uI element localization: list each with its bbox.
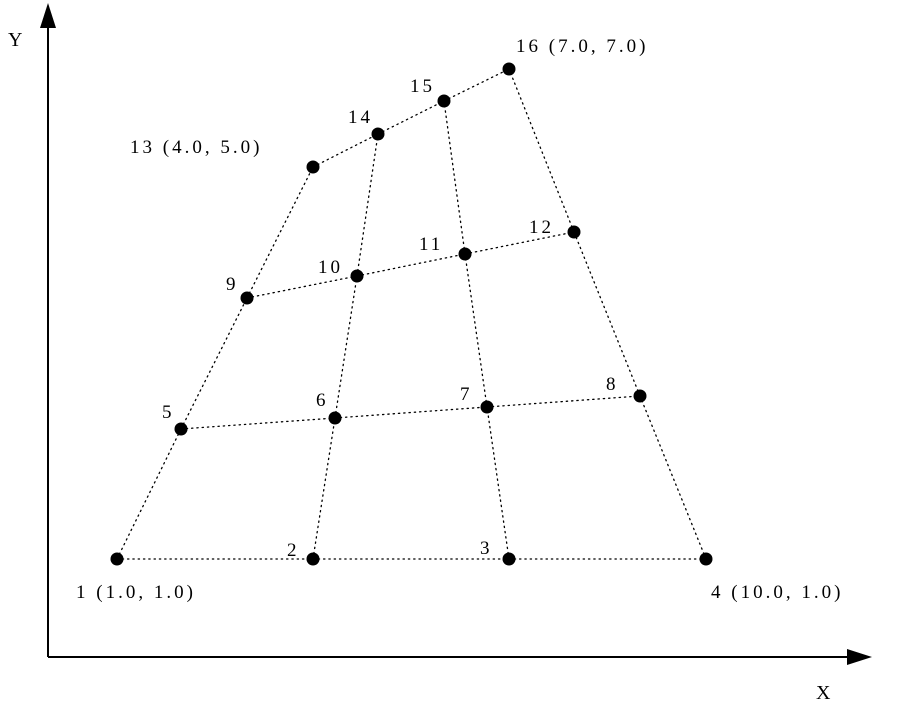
row-3-segment-9-10 [246, 275, 358, 299]
column-2-segment-2-6 [312, 417, 336, 560]
node-label-12: 12 [529, 217, 554, 238]
row-4-segment-13-14 [312, 133, 379, 168]
node-4 [699, 552, 713, 566]
node-15 [437, 94, 451, 108]
row-3-segment-10-11 [356, 253, 466, 277]
node-9 [240, 291, 254, 305]
node-label-16: 16 (7.0, 7.0) [516, 36, 648, 57]
node-label-6: 6 [316, 390, 329, 411]
column-4-segment-4-8 [639, 395, 707, 560]
node-8 [633, 389, 647, 403]
y-axis-arrowhead [40, 3, 56, 28]
node-label-2: 2 [287, 540, 300, 561]
node-label-3: 3 [480, 538, 493, 559]
node-label-9: 9 [226, 274, 239, 295]
node-3 [502, 552, 516, 566]
column-1-segment-5-9 [180, 297, 248, 430]
y-axis-label: Y [8, 29, 22, 51]
node-6 [328, 411, 342, 425]
mesh-nodes [110, 62, 713, 566]
column-3-segment-3-7 [486, 406, 510, 560]
mesh-labels: 1 (1.0, 1.0) 2 3 4 (10.0, 1.0) 5 6 7 8 9 10 11 12 13… [76, 36, 843, 603]
x-axis-label: X [816, 682, 831, 704]
node-12 [567, 225, 581, 239]
column-3-segment-7-11 [464, 253, 488, 408]
node-14 [371, 127, 385, 141]
node-16 [502, 62, 516, 76]
node-label-14: 14 [348, 107, 373, 128]
column-2-segment-10-14 [356, 133, 379, 277]
column-4-segment-8-12 [573, 231, 641, 397]
column-1-segment-1-5 [116, 428, 182, 560]
node-label-13: 13 (4.0, 5.0) [130, 137, 262, 158]
node-label-1: 1 (1.0, 1.0) [76, 582, 196, 603]
node-1 [110, 552, 124, 566]
node-label-4: 4 (10.0, 1.0) [711, 582, 843, 603]
x-axis-arrowhead [847, 649, 872, 665]
row-2-segment-5-6 [180, 417, 336, 430]
row-2-segment-7-8 [486, 395, 641, 408]
node-5 [174, 422, 188, 436]
node-label-7: 7 [460, 384, 473, 405]
node-11 [458, 247, 472, 261]
column-1-segment-9-13 [246, 166, 314, 299]
node-2 [306, 552, 320, 566]
node-7 [480, 400, 494, 414]
row-2-segment-6-7 [334, 406, 488, 419]
node-label-11: 11 [419, 234, 443, 255]
node-label-8: 8 [606, 374, 619, 395]
node-label-5: 5 [162, 402, 175, 423]
axes: Y X [8, 3, 872, 704]
node-10 [350, 269, 364, 283]
row-4-segment-14-15 [377, 100, 445, 135]
row-4-segment-15-16 [443, 68, 510, 102]
node-13 [306, 160, 320, 174]
column-4-segment-12-16 [508, 68, 575, 233]
node-label-15: 15 [410, 76, 435, 97]
row-3-segment-11-12 [464, 231, 575, 255]
column-3-segment-11-15 [443, 100, 466, 255]
node-label-10: 10 [318, 257, 343, 278]
mesh-lines [116, 68, 707, 560]
column-2-segment-6-10 [334, 275, 358, 419]
